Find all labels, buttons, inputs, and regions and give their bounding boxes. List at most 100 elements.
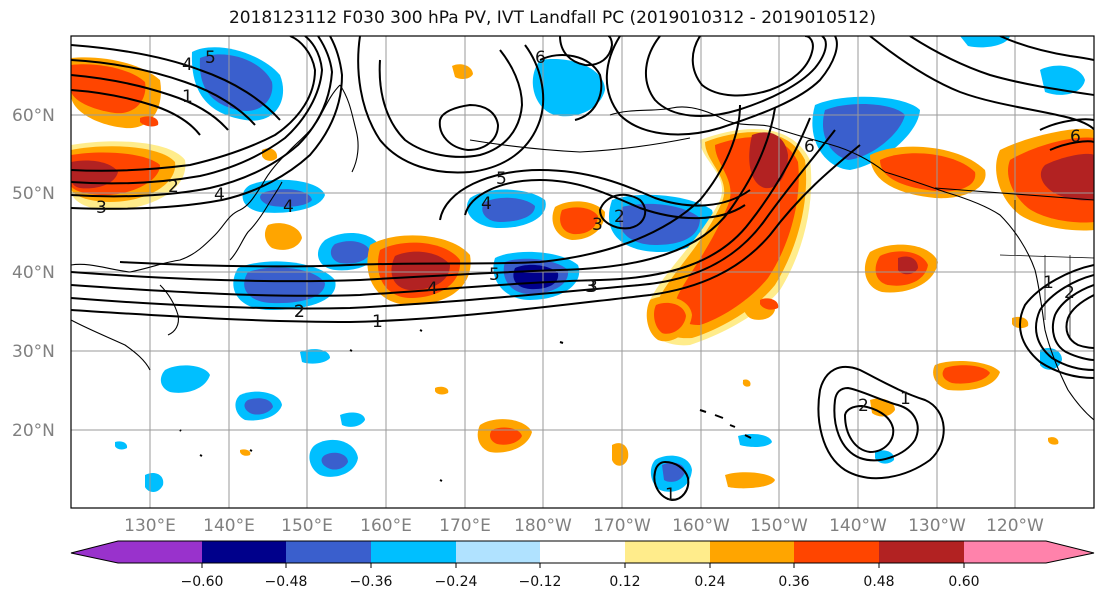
pv-positive-extreme (71, 160, 118, 189)
pv-positive-strong (654, 302, 686, 334)
pv-positive-region (435, 386, 449, 395)
pv-negative-core (330, 241, 370, 264)
pv-negative-core (244, 398, 273, 415)
contour-line (1051, 284, 1094, 361)
colorbar-tick-label: 0.12 (609, 574, 640, 590)
contour-label: 4 (182, 55, 193, 75)
contour-line (843, 404, 895, 454)
contour-line (1019, 264, 1094, 379)
pv-negative-region (160, 365, 210, 393)
pv-negative-region (738, 434, 772, 447)
lon-label: 140°E (203, 516, 255, 536)
colorbar-segment (794, 541, 879, 563)
contour-line (1035, 274, 1094, 371)
pv-positive-region (264, 223, 302, 250)
colorbar-tick-label: 0.36 (778, 574, 809, 590)
lon-label: 140°W (829, 516, 887, 536)
contour-label: 4 (481, 194, 492, 214)
contour-label: 1 (372, 312, 383, 332)
lon-label: 130°W (908, 516, 966, 536)
contour-line (378, 49, 524, 158)
pv-positive-strong (560, 207, 598, 235)
contour-label: 4 (427, 279, 438, 299)
contour-line (71, 74, 229, 131)
colorbar-tick-label: −0.48 (265, 574, 308, 590)
contour-label: 1 (900, 389, 911, 409)
lon-label: 160°W (672, 516, 730, 536)
pv-negative-core (619, 203, 700, 245)
contour-line (71, 129, 836, 310)
contour-label: 4 (283, 197, 294, 217)
lat-label: 60°N (12, 106, 55, 126)
colorbar-tick-label: 0.24 (694, 574, 725, 590)
lon-label: 170°E (439, 516, 491, 536)
contour-line (605, 36, 838, 136)
contour-line (1049, 140, 1094, 151)
contour-line (71, 36, 334, 198)
colorbar-segment (625, 541, 710, 563)
colorbar-outline (70, 540, 1095, 564)
contour-label: 5 (489, 265, 500, 285)
contour-label: 2 (858, 396, 869, 416)
lon-label: 150°W (750, 516, 808, 536)
contour-line (71, 36, 344, 210)
japan-coastline (229, 181, 283, 261)
lat-label: 40°N (12, 263, 55, 283)
contour-label: 3 (587, 277, 598, 297)
contour-label: 3 (592, 215, 603, 235)
us-state-lines (999, 200, 1094, 340)
colorbar-segment (710, 541, 794, 563)
pv-negative-region (340, 412, 365, 427)
contour-line (817, 365, 945, 480)
contour-label: 3 (96, 198, 107, 218)
contour-line (71, 59, 256, 126)
colorbar-tick-label: −0.60 (181, 574, 224, 590)
contour-line (71, 44, 281, 121)
contour-line (357, 36, 545, 174)
pv-shading (71, 36, 1094, 492)
contour-line (598, 193, 647, 230)
china-coastline (71, 319, 151, 371)
contour-label: 5 (496, 169, 507, 189)
pv-positive-region (760, 298, 779, 310)
contour-line (559, 36, 614, 67)
colorbar-segment (371, 541, 456, 563)
map-frame (70, 35, 1095, 509)
contour-label: 6 (535, 48, 546, 68)
contour-line (833, 386, 919, 462)
pv-negative-core (244, 267, 325, 304)
pv-negative-region (115, 441, 128, 450)
longitude-labels: 130°E 140°E 150°E 160°E 170°E 180°W 170°… (124, 516, 1044, 536)
canada-border (934, 187, 1094, 201)
contour-label: 3 (585, 277, 596, 297)
lon-label: 180°W (514, 516, 572, 536)
contour-line (909, 36, 1094, 96)
contour-line (539, 54, 603, 121)
colorbar-ticks (201, 563, 965, 568)
colorbar-tick-label: 0.48 (863, 574, 894, 590)
contour-label: 1 (1043, 273, 1054, 293)
contour-line (71, 36, 324, 185)
colorbar-tick-label: −0.24 (435, 574, 478, 590)
colorbar-segment (456, 541, 540, 563)
pv-negative-core (321, 452, 348, 470)
lat-label: 50°N (12, 184, 55, 204)
contour-line (653, 460, 690, 502)
hawaii-islands (699, 409, 752, 439)
lon-label: 130°E (124, 516, 176, 536)
colorbar-tick-label: 0.60 (948, 574, 979, 590)
contour-line (644, 36, 827, 117)
lon-label: 170°W (593, 516, 651, 536)
contour-line (1039, 118, 1094, 131)
pv-positive-strong (942, 365, 990, 384)
colorbar-tick-label: −0.36 (350, 574, 393, 590)
colorbar-segment (540, 541, 625, 563)
contour-labels: 5 4 1 2 3 4 4 5 4 6 2 3 2 3 5 4 3 2 1 6 … (96, 48, 1081, 505)
lon-label: 120°W (986, 516, 1044, 536)
pv-positive-region (452, 64, 473, 79)
pv-positive-extreme (1040, 153, 1094, 201)
contour-label: 2 (294, 302, 305, 322)
pv-positive-extreme (391, 251, 450, 290)
contour-label: 5 (205, 48, 216, 68)
contour-line (71, 117, 811, 297)
